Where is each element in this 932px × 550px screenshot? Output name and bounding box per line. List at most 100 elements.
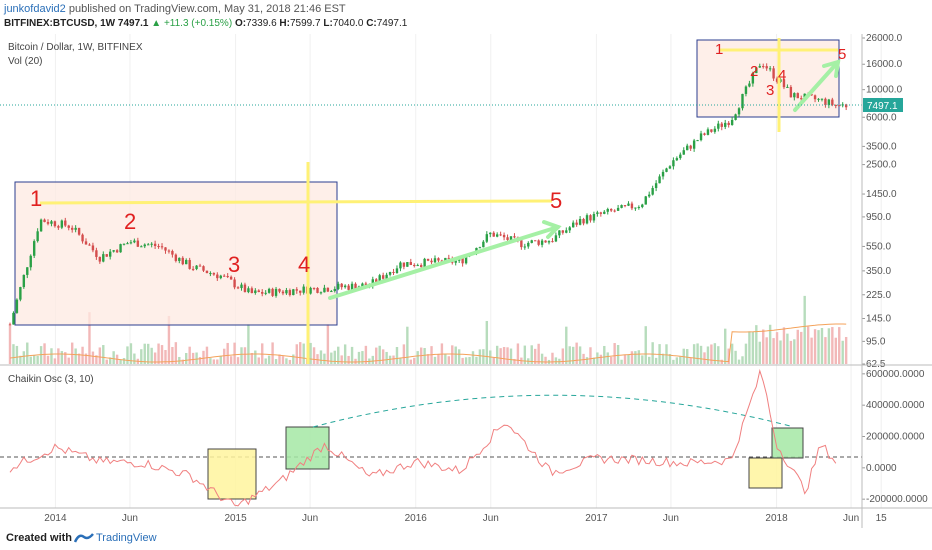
tradingview-link[interactable]: TradingView <box>96 532 157 544</box>
candle-body <box>461 258 464 264</box>
volume-bar <box>285 358 288 364</box>
chart-svg[interactable]: 1 2 3 4 5 1 2 3 4 5 7497.1 26000.016000.… <box>0 33 932 528</box>
author-link[interactable]: junkofdavid2 <box>4 3 66 15</box>
time-axis[interactable]: 2014 Jun 2015 Jun 2016 Jun 2017 Jun 2018 Jun 15 <box>44 513 887 524</box>
volume-bar <box>793 339 796 364</box>
candle-body <box>115 250 119 253</box>
last-price-tag: 7497.1 <box>867 101 898 112</box>
candle-body <box>223 275 226 277</box>
volume-bar <box>26 342 29 364</box>
candle-body <box>506 237 509 240</box>
wave-labels-left: 1 2 3 4 5 <box>30 186 562 277</box>
volume-bar <box>692 344 696 364</box>
volume-bar <box>77 353 81 364</box>
candle-body <box>675 158 679 161</box>
volume-bar <box>330 352 333 364</box>
low-label: L: <box>323 18 333 29</box>
candle-body <box>381 275 385 279</box>
price-tick-label: 950.0 <box>866 212 891 223</box>
volume-bar <box>713 343 717 364</box>
volume-bar <box>668 354 672 364</box>
volume-bar <box>513 358 516 364</box>
candle-body <box>261 292 264 294</box>
volume-bar <box>150 347 153 364</box>
volume-bar <box>730 343 734 364</box>
volume-bar <box>803 295 806 364</box>
candle-body <box>689 145 692 149</box>
candle-body <box>105 254 108 257</box>
candle-body <box>603 211 606 214</box>
osc-legend: Chaikin Osc (3, 10) <box>8 374 94 385</box>
candle-body <box>779 79 782 82</box>
candle-body <box>8 324 12 326</box>
volume-bar <box>74 348 77 364</box>
volume-bar <box>641 355 644 364</box>
candle-body <box>696 140 699 142</box>
volume-bar <box>679 356 682 364</box>
candle-body <box>143 244 146 247</box>
volume-bar <box>371 355 374 364</box>
volume-bar <box>109 357 112 364</box>
volume-bar <box>426 354 430 364</box>
time-tick-label: Jun <box>843 513 859 524</box>
osc-axis[interactable]: 600000.0000 400000.0000 200000.0000 0.0000 -… <box>862 369 928 505</box>
candle-body <box>236 287 240 289</box>
candle-body <box>710 129 713 132</box>
candle-body <box>64 220 67 226</box>
volume-bar <box>841 340 844 364</box>
time-tick-label: Jun <box>122 513 138 524</box>
volume-bar <box>274 359 278 364</box>
candle-body <box>554 235 558 242</box>
volume-bar <box>32 354 36 364</box>
volume-bar <box>551 352 554 364</box>
volume-bar <box>834 337 837 364</box>
volume-bar <box>699 345 703 364</box>
volume-bar <box>537 343 540 364</box>
candle-body <box>561 230 565 233</box>
volume-bar <box>133 353 136 364</box>
candle-body <box>375 279 378 283</box>
candle-body <box>264 292 267 294</box>
candle-body <box>575 222 578 225</box>
tradingview-logo-icon[interactable] <box>74 531 94 545</box>
candle-body <box>167 250 171 252</box>
volume-bar <box>506 347 509 364</box>
wave-label-r1: 1 <box>715 41 723 58</box>
volume-bar <box>827 328 831 364</box>
candle-body <box>191 268 195 270</box>
price-axis[interactable]: 26000.0 16000.0 10000.0 6000.0 3500.0 2500.0 1… <box>862 33 903 370</box>
volume-bar <box>800 331 803 364</box>
volume-bar <box>202 350 205 364</box>
volume-bar <box>772 338 775 364</box>
volume-bar <box>782 327 786 364</box>
candle-body <box>613 210 616 212</box>
green-arrow-right <box>793 59 841 112</box>
candle-body <box>734 114 737 120</box>
candle-body <box>423 258 426 267</box>
volume-bar <box>233 342 236 364</box>
time-tick-label: 2016 <box>405 513 428 524</box>
symbol-label: BITFINEX:BTCUSD, 1W <box>4 18 116 29</box>
volume-bar <box>406 326 409 364</box>
candle-body <box>57 226 60 228</box>
volume-bar <box>554 357 558 364</box>
volume-bar <box>95 355 98 364</box>
volume-bar <box>478 349 482 364</box>
time-tick-label: 2014 <box>44 513 67 524</box>
volume-bar <box>533 348 537 364</box>
candle-body <box>388 272 392 275</box>
yellow-level-left <box>39 199 553 205</box>
volume-bar <box>724 328 727 364</box>
volume-bar <box>589 347 592 364</box>
wave-labels-right: 1 2 3 4 5 <box>715 41 846 99</box>
candle-body <box>596 212 599 215</box>
candle-body <box>337 283 340 289</box>
volume-bar <box>492 357 495 364</box>
volume-bar <box>343 344 347 364</box>
volume-bar <box>606 352 609 364</box>
candle-body <box>39 219 43 232</box>
candle-body <box>274 288 278 296</box>
volume-bar <box>637 350 641 364</box>
chart-area[interactable]: 1 2 3 4 5 1 2 3 4 5 7497.1 26000.0 16000.… <box>0 33 932 528</box>
volume-bar <box>19 355 22 364</box>
